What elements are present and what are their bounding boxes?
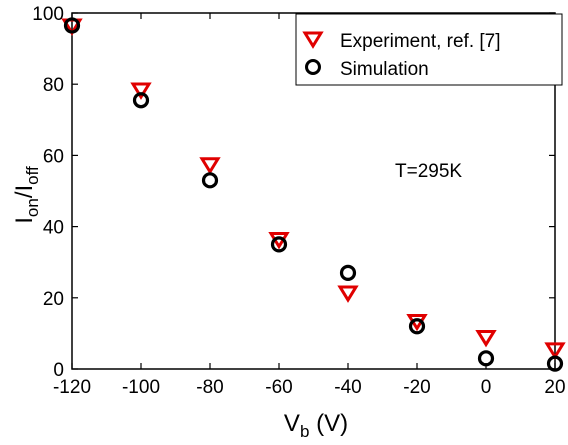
- y-tick-label: 80: [43, 75, 64, 96]
- y-tick-label: 0: [53, 360, 64, 381]
- simulation-point: [204, 174, 217, 187]
- y-tick-label: 100: [32, 4, 64, 25]
- x-tick-label: -40: [334, 377, 361, 398]
- y-tick-label: 20: [43, 289, 64, 310]
- legend-label-simulation: Simulation: [340, 59, 429, 80]
- y-tick-label: 40: [43, 218, 64, 239]
- x-tick-label: -80: [196, 377, 223, 398]
- experiment-point: [478, 331, 494, 344]
- temperature-annotation: T=295K: [395, 161, 462, 182]
- x-tick-label: -20: [403, 377, 430, 398]
- legend-label-experiment: Experiment, ref. [7]: [340, 31, 501, 52]
- x-tick-label: -60: [265, 377, 292, 398]
- simulation-point: [480, 352, 493, 365]
- y-axis-label: Ion/Ioff: [11, 166, 42, 224]
- simulation-point: [342, 266, 355, 279]
- legend: Experiment, ref. [7] Simulation: [296, 14, 562, 85]
- y-tick-label: 60: [43, 146, 64, 167]
- x-tick-label: 0: [481, 377, 492, 398]
- experiment-point: [340, 287, 356, 300]
- experiment-point: [202, 159, 218, 172]
- x-tick-label: -100: [122, 377, 160, 398]
- x-axis-label: Vb (V): [284, 410, 348, 441]
- x-tick-label: 20: [544, 377, 565, 398]
